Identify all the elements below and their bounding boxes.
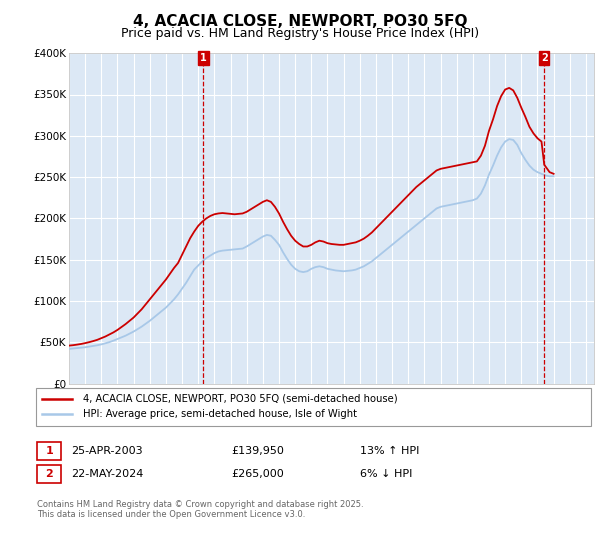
Text: HPI: Average price, semi-detached house, Isle of Wight: HPI: Average price, semi-detached house,… <box>83 409 357 419</box>
Text: 25-APR-2003: 25-APR-2003 <box>71 446 142 456</box>
Text: 2: 2 <box>541 53 548 63</box>
Text: Price paid vs. HM Land Registry's House Price Index (HPI): Price paid vs. HM Land Registry's House … <box>121 27 479 40</box>
Text: Contains HM Land Registry data © Crown copyright and database right 2025.
This d: Contains HM Land Registry data © Crown c… <box>37 500 364 519</box>
Text: 1: 1 <box>46 446 53 456</box>
Text: 2: 2 <box>46 469 53 479</box>
Text: 22-MAY-2024: 22-MAY-2024 <box>71 469 143 479</box>
Text: £265,000: £265,000 <box>231 469 284 479</box>
Text: 4, ACACIA CLOSE, NEWPORT, PO30 5FQ (semi-detached house): 4, ACACIA CLOSE, NEWPORT, PO30 5FQ (semi… <box>83 394 397 404</box>
Text: 6% ↓ HPI: 6% ↓ HPI <box>360 469 412 479</box>
Text: 13% ↑ HPI: 13% ↑ HPI <box>360 446 419 456</box>
Text: 1: 1 <box>200 53 207 63</box>
Text: 4, ACACIA CLOSE, NEWPORT, PO30 5FQ: 4, ACACIA CLOSE, NEWPORT, PO30 5FQ <box>133 14 467 29</box>
Text: £139,950: £139,950 <box>231 446 284 456</box>
